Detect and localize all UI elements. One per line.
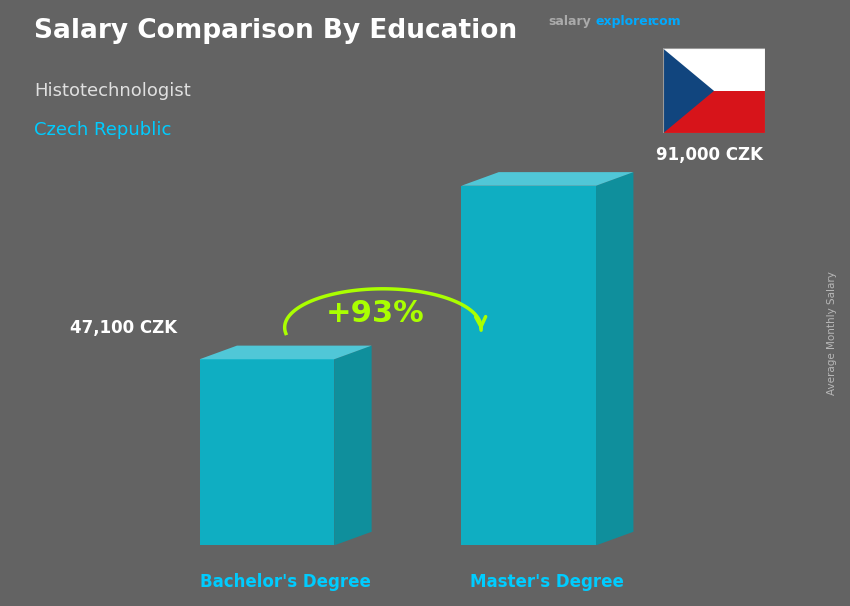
Text: .com: .com [648,15,682,28]
Text: salary: salary [548,15,591,28]
Polygon shape [596,172,633,545]
Text: Czech Republic: Czech Republic [34,121,172,139]
Text: explorer: explorer [595,15,654,28]
Text: Bachelor's Degree: Bachelor's Degree [200,573,371,591]
Text: Salary Comparison By Education: Salary Comparison By Education [34,18,517,44]
Text: Master's Degree: Master's Degree [470,573,625,591]
Text: Average Monthly Salary: Average Monthly Salary [827,271,837,395]
Polygon shape [663,48,765,91]
Polygon shape [462,172,633,186]
Polygon shape [200,345,371,359]
Polygon shape [663,48,714,133]
Text: 91,000 CZK: 91,000 CZK [656,146,762,164]
Polygon shape [462,186,596,545]
Polygon shape [200,359,334,545]
Text: +93%: +93% [326,299,425,328]
Text: Histotechnologist: Histotechnologist [34,82,190,100]
Polygon shape [663,91,765,133]
Text: 47,100 CZK: 47,100 CZK [70,319,177,338]
Polygon shape [334,345,371,545]
